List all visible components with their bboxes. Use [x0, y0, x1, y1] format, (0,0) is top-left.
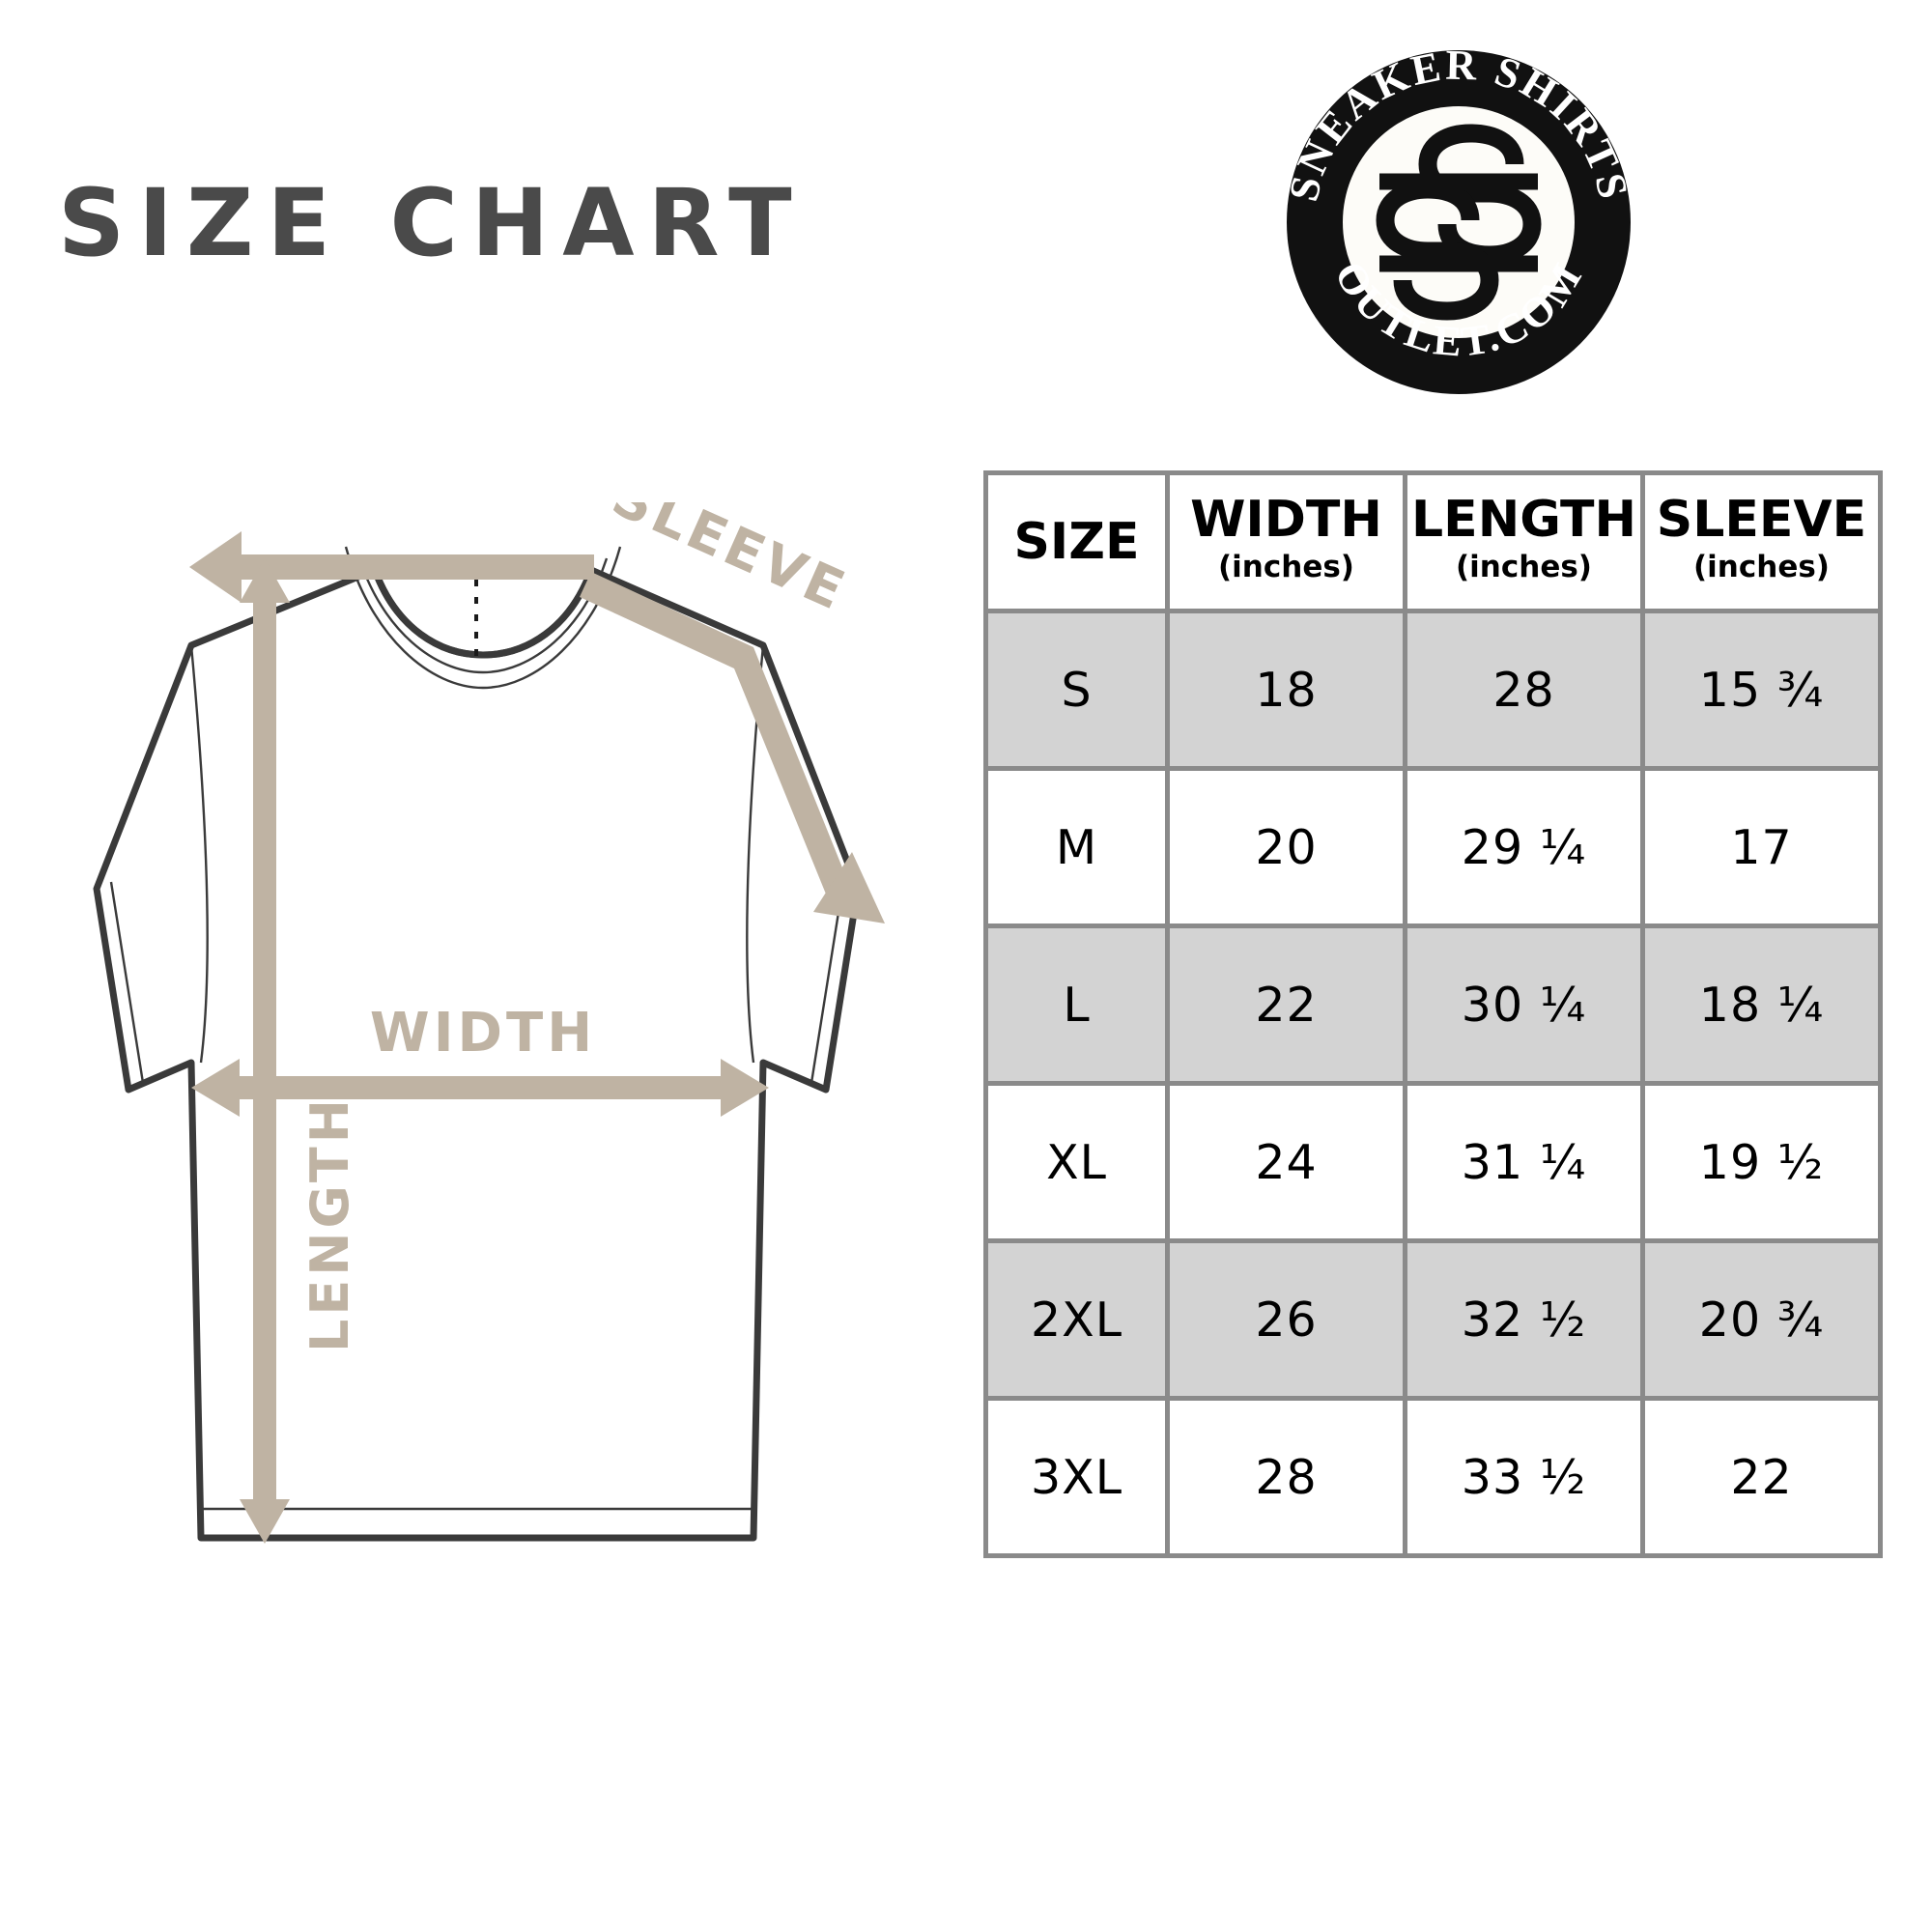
- table-row: 2XL 26 32 ½ 20 ¾: [983, 1238, 1883, 1401]
- sleeve-measure-arrow: [189, 531, 885, 923]
- table-row: M 20 29 ¼ 17: [983, 766, 1883, 928]
- cell-length: 32 ½: [1403, 1238, 1645, 1401]
- column-header-sleeve: SLEEVE (inches): [1640, 470, 1883, 613]
- column-header-width: WIDTH (inches): [1165, 470, 1407, 613]
- logo-outer-edge: [1270, 34, 1647, 411]
- cell-size: L: [983, 923, 1170, 1086]
- column-header-length: LENGTH (inches): [1403, 470, 1645, 613]
- column-header-width-units: (inches): [1218, 549, 1354, 584]
- table-row: XL 24 31 ¼ 19 ½: [983, 1081, 1883, 1243]
- table-row: S 18 28 15 ¾: [983, 609, 1883, 771]
- column-header-size-main: SIZE: [1013, 513, 1140, 571]
- tshirt-measurement-diagram: SLEEVE WIDTH LENGTH: [0, 502, 966, 1584]
- cell-width: 28: [1165, 1396, 1407, 1558]
- table-row: 3XL 28 33 ½ 22: [983, 1396, 1883, 1558]
- cell-length: 33 ½: [1403, 1396, 1645, 1558]
- column-header-size: SIZE: [983, 470, 1170, 613]
- table-header-row: SIZE WIDTH (inches) LENGTH (inches) SLEE…: [983, 470, 1883, 613]
- cell-width: 18: [1165, 609, 1407, 771]
- cell-width: 20: [1165, 766, 1407, 928]
- size-chart-table-container: SIZE WIDTH (inches) LENGTH (inches) SLEE…: [983, 470, 1883, 1558]
- page-title: SIZE CHART: [58, 169, 806, 277]
- tshirt-outline: [93, 546, 862, 1542]
- brand-logo: SNEAKER SHIRTS OUTLET.COM: [1265, 29, 1652, 415]
- column-header-width-main: WIDTH: [1190, 490, 1382, 549]
- cell-sleeve: 22: [1640, 1396, 1883, 1558]
- cell-width: 24: [1165, 1081, 1407, 1243]
- cell-sleeve: 19 ½: [1640, 1081, 1883, 1243]
- cell-length: 28: [1403, 609, 1645, 771]
- cell-size: 3XL: [983, 1396, 1170, 1558]
- cell-length: 31 ¼: [1403, 1081, 1645, 1243]
- table-row: L 22 30 ¼ 18 ¼: [983, 923, 1883, 1086]
- length-label: LENGTH: [299, 1095, 360, 1352]
- cell-sleeve: 20 ¾: [1640, 1238, 1883, 1401]
- cell-size: 2XL: [983, 1238, 1170, 1401]
- cell-length: 29 ¼: [1403, 766, 1645, 928]
- cell-size: S: [983, 609, 1170, 771]
- column-header-length-units: (inches): [1456, 549, 1592, 584]
- cell-size: XL: [983, 1081, 1170, 1243]
- cell-sleeve: 18 ¼: [1640, 923, 1883, 1086]
- cell-sleeve: 17: [1640, 766, 1883, 928]
- column-header-sleeve-units: (inches): [1693, 549, 1830, 584]
- length-measure-arrow: [240, 558, 290, 1544]
- size-chart-table: SIZE WIDTH (inches) LENGTH (inches) SLEE…: [983, 470, 1883, 1558]
- width-measure-arrow: [191, 1059, 769, 1117]
- width-label: WIDTH: [370, 1002, 596, 1065]
- cell-size: M: [983, 766, 1170, 928]
- cell-length: 30 ¼: [1403, 923, 1645, 1086]
- cell-sleeve: 15 ¾: [1640, 609, 1883, 771]
- cell-width: 22: [1165, 923, 1407, 1086]
- column-header-length-main: LENGTH: [1411, 490, 1636, 549]
- cell-width: 26: [1165, 1238, 1407, 1401]
- logo-monogram-ss: [1376, 124, 1542, 321]
- column-header-sleeve-main: SLEEVE: [1656, 490, 1867, 549]
